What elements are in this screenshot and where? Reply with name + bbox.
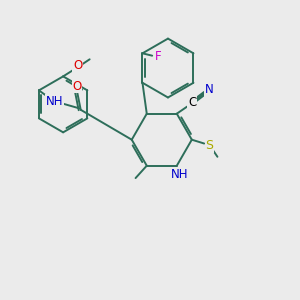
Text: NH: NH (46, 95, 64, 108)
Text: O: O (73, 80, 82, 93)
Text: N: N (205, 83, 213, 96)
Text: F: F (155, 50, 162, 63)
Text: C: C (188, 96, 196, 109)
Text: O: O (73, 59, 82, 72)
Text: NH: NH (171, 168, 188, 181)
Text: S: S (206, 139, 214, 152)
